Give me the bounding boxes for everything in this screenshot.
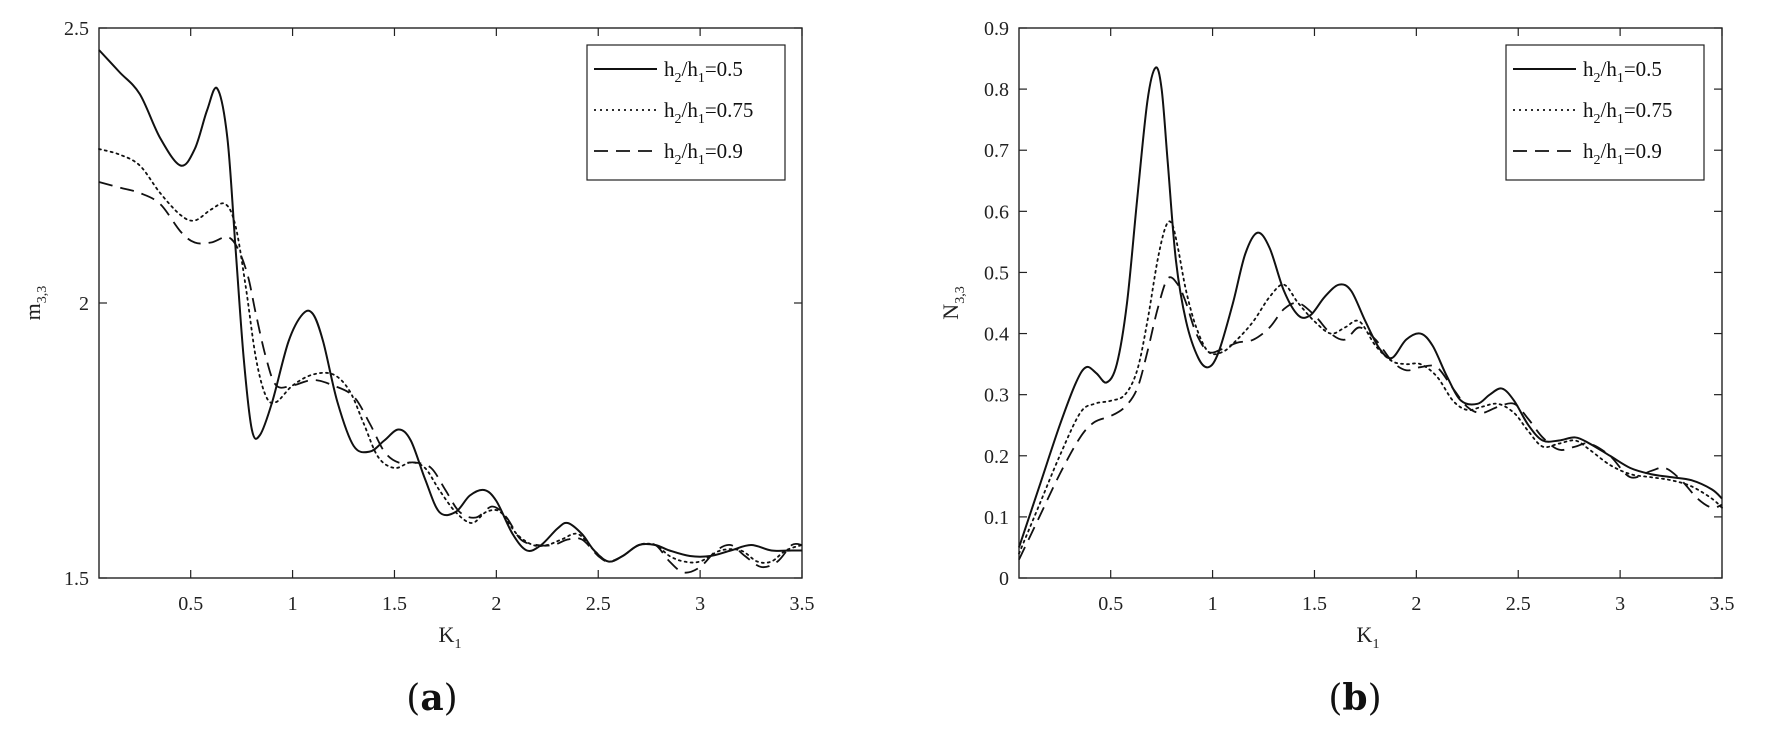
y-ticks-b: 0 0.1 0.2 0.3 0.4 0.5 0.6 0.7 0.8 0.9 xyxy=(984,18,1722,590)
y-tick-label: 2 xyxy=(79,293,89,315)
x-tick-label: 3 xyxy=(695,593,705,615)
y-tick-label: 1.5 xyxy=(64,568,89,590)
legend-entry-label: h2/h1=0.75 xyxy=(664,98,753,127)
y-tick-label: 0.9 xyxy=(984,18,1009,40)
x-tick-label: 1 xyxy=(288,593,298,615)
x-tick-label: 1.5 xyxy=(1302,593,1327,615)
series-line-dashed-a xyxy=(98,181,803,574)
x-tick-label: 3.5 xyxy=(790,593,815,615)
y-tick-label: 0.5 xyxy=(984,262,1009,284)
x-tick-label: 0.5 xyxy=(1098,593,1123,615)
x-tick-label: 2 xyxy=(491,593,501,615)
legend-entry-label: h2/h1=0.75 xyxy=(1583,98,1672,127)
panel-label-b: (b) xyxy=(1328,677,1381,719)
series-line-solid-b xyxy=(1018,66,1723,548)
legend-a: h2/h1=0.5 h2/h1=0.75 h2/h1=0.9 xyxy=(586,44,786,181)
series-lines-b xyxy=(1018,66,1723,561)
y-tick-label: 0.4 xyxy=(984,324,1009,346)
x-tick-label: 2 xyxy=(1411,593,1421,615)
x-tick-label: 2.5 xyxy=(586,593,611,615)
legend-entry-label: h2/h1=0.5 xyxy=(1583,57,1662,86)
x-tick-label: 1 xyxy=(1208,593,1218,615)
y-axis-label-b: N3,3 xyxy=(938,286,968,319)
x-axis-label-b: K1 xyxy=(1357,622,1380,652)
y-ticks-a: 1.5 2 2.5 xyxy=(64,18,802,590)
legend-b: h2/h1=0.5 h2/h1=0.75 h2/h1=0.9 xyxy=(1505,44,1705,181)
y-tick-label: 0.6 xyxy=(984,201,1009,223)
legend-entry-label: h2/h1=0.5 xyxy=(664,57,743,86)
x-tick-label: 3.5 xyxy=(1710,593,1735,615)
y-tick-label: 0 xyxy=(999,568,1009,590)
series-line-dashed-b xyxy=(1018,276,1723,561)
y-tick-label: 0.2 xyxy=(984,446,1009,468)
panel-b: 0.5 1 1.5 2 2.5 3 3.5 0 0.1 0.2 0.3 0.4 0.5 0.6 0.7 0.… xyxy=(938,18,1735,719)
legend-box xyxy=(586,44,786,181)
x-tick-label: 0.5 xyxy=(178,593,203,615)
x-tick-label: 1.5 xyxy=(382,593,407,615)
x-tick-label: 2.5 xyxy=(1506,593,1531,615)
series-line-dotted-a xyxy=(98,148,803,564)
panel-a: 0.5 1 1.5 2 2.5 3 3.5 1.522.5 h2/h1=0.5h2/h1=0… xyxy=(20,18,815,719)
y-tick-label: 0.7 xyxy=(984,140,1009,162)
panel-label-a: (a) xyxy=(406,677,457,719)
legend-entry-label: h2/h1=0.9 xyxy=(1583,139,1662,168)
y-tick-label: 0.8 xyxy=(984,79,1009,101)
y-tick-label: 0.1 xyxy=(984,507,1009,529)
legend-entry-label: h2/h1=0.9 xyxy=(664,139,743,168)
x-axis-label-a: K1 xyxy=(439,622,462,652)
y-axis-label-a: m3,3 xyxy=(20,286,50,321)
x-ticks-b: 0.5 1 1.5 2 2.5 3 3.5 xyxy=(1098,28,1735,615)
x-tick-label: 3 xyxy=(1615,593,1625,615)
x-ticks-a: 0.5 1 1.5 2 2.5 3 3.5 xyxy=(178,28,815,615)
y-tick-label: 2.5 xyxy=(64,18,89,40)
legend-box xyxy=(1505,44,1705,181)
series-lines-a xyxy=(98,49,803,574)
y-tick-label: 0.3 xyxy=(984,385,1009,407)
series-line-dotted-b xyxy=(1018,220,1723,555)
